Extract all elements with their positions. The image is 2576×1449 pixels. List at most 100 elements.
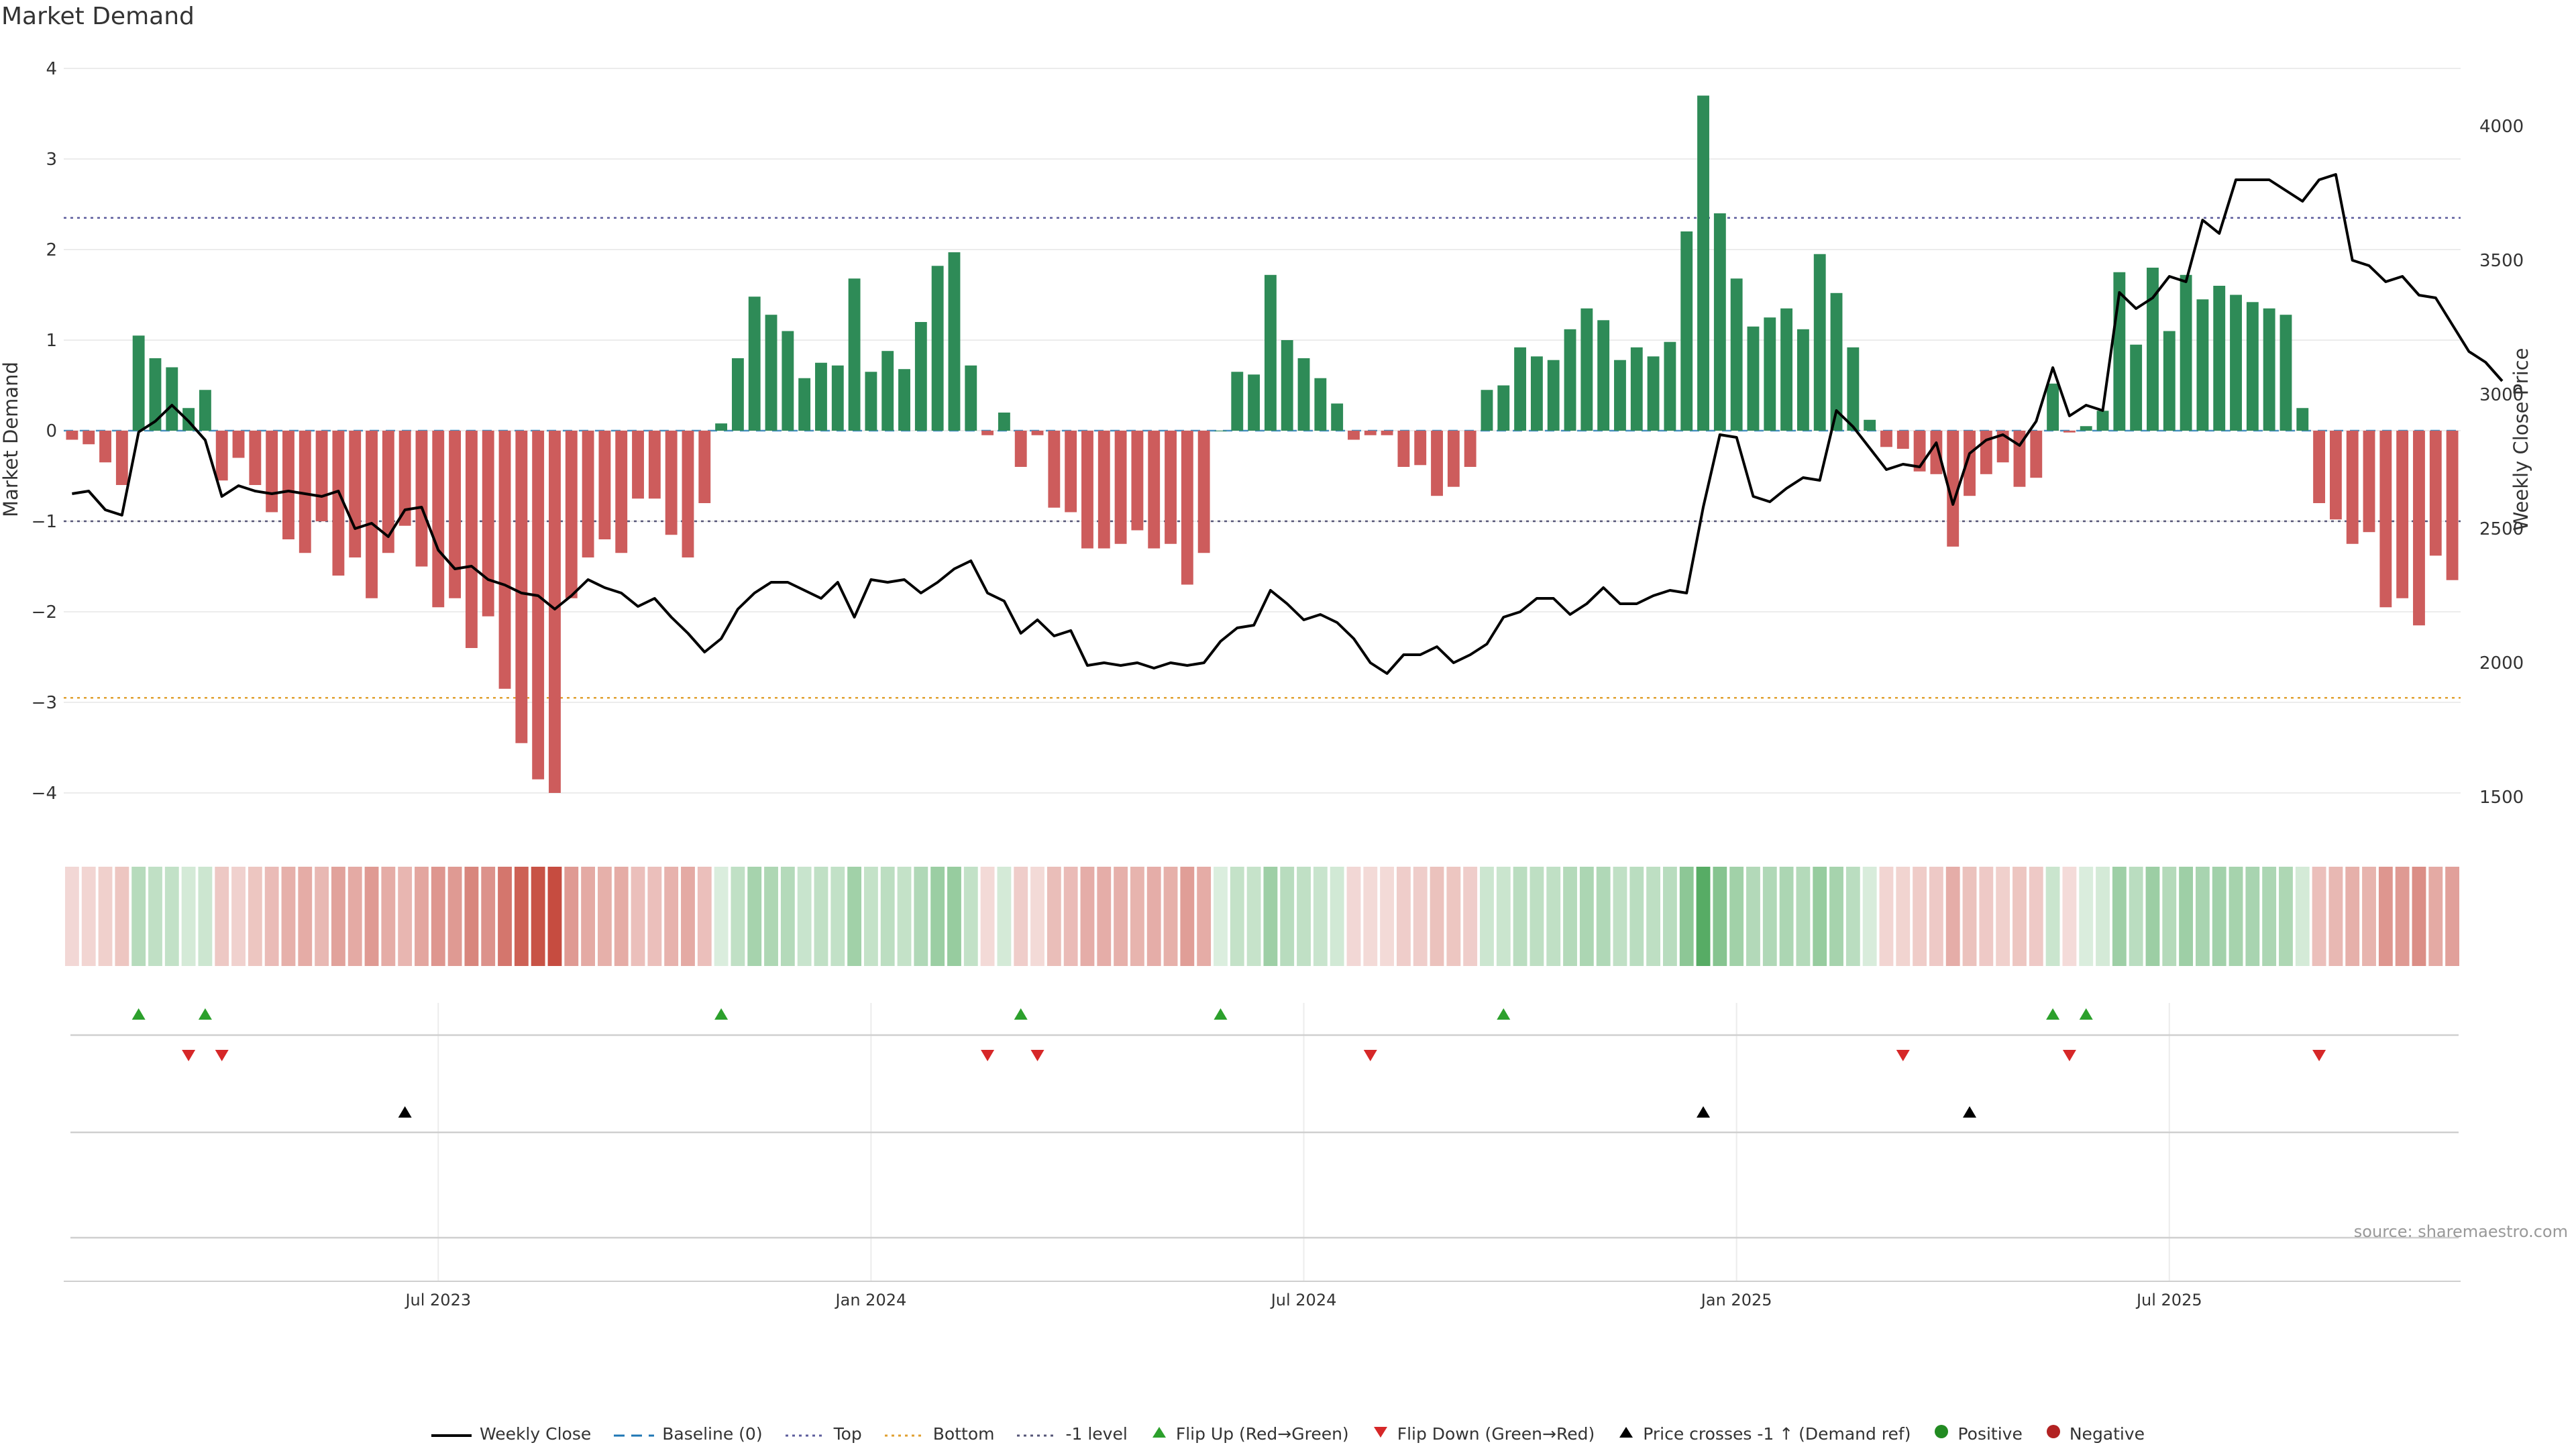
demand-bar: [665, 431, 678, 535]
demand-bar: [632, 431, 644, 499]
heat-cell: [914, 867, 928, 966]
heat-cell: [381, 867, 396, 966]
demand-bar: [1947, 431, 1960, 547]
flip-up-marker: [2079, 1008, 2093, 1020]
demand-bar: [1664, 341, 1676, 431]
heat-cell: [1913, 867, 1927, 966]
heat-cell: [415, 867, 429, 966]
demand-bar: [1580, 308, 1593, 431]
heat-cell: [1080, 867, 1095, 966]
demand-bar: [1647, 356, 1660, 431]
heat-cell: [1629, 867, 1644, 966]
demand-bar: [1031, 431, 1044, 435]
heat-cell: [64, 867, 79, 966]
demand-bar: [1630, 347, 1643, 431]
demand-bar: [1331, 403, 1344, 431]
heat-cell: [1646, 867, 1661, 966]
heat-cell: [331, 867, 345, 966]
heat-cell: [2179, 867, 2194, 966]
heat-cell: [215, 867, 229, 966]
legend-dashed-line-icon: [614, 1424, 655, 1444]
demand-bar: [948, 252, 961, 431]
y-tick-label: 4: [46, 59, 57, 79]
demand-bar: [332, 431, 345, 576]
demand-bar: [282, 431, 294, 539]
heat-cell: [547, 867, 562, 966]
heat-cell: [1463, 867, 1478, 966]
demand-bar: [99, 431, 111, 463]
legend: Weekly Close Baseline (0) Top Bottom -1 leve…: [0, 1424, 2576, 1444]
flip-down-marker: [215, 1050, 229, 1061]
demand-bar: [249, 431, 262, 485]
demand-bar: [2329, 431, 2342, 520]
legend-circle-icon: [1933, 1424, 1949, 1444]
demand-bar: [449, 431, 462, 598]
x-tick-label: Jul 2025: [2135, 1291, 2202, 1309]
heat-cell: [431, 867, 445, 966]
demand-bar: [315, 431, 328, 521]
legend-label: Positive: [1957, 1424, 2023, 1444]
heat-cell: [1762, 867, 1777, 966]
demand-bar: [2446, 431, 2459, 580]
heat-cell: [1130, 867, 1144, 966]
demand-bar: [1547, 360, 1560, 431]
heat-cell: [1146, 867, 1161, 966]
heat-cell: [1430, 867, 1444, 966]
legend-label: Flip Up (Red→Green): [1175, 1424, 1349, 1444]
demand-bar: [2363, 431, 2375, 533]
demand-bar: [1747, 326, 1760, 431]
demand-bar: [349, 431, 362, 557]
demand-bar: [2030, 431, 2043, 478]
y-tick-label: −4: [32, 784, 57, 804]
heat-cell: [1180, 867, 1195, 966]
heat-cell: [164, 867, 179, 966]
demand-bar: [132, 335, 145, 431]
heat-cell: [1446, 867, 1461, 966]
flip-down-marker: [1896, 1050, 1910, 1061]
heat-cell: [1163, 867, 1178, 966]
demand-bar: [1348, 431, 1360, 440]
demand-bar: [1414, 431, 1427, 466]
demand-bar: [532, 431, 545, 780]
demand-bar: [598, 431, 611, 539]
demand-heat-strip: [64, 867, 2460, 966]
demand-bar: [648, 431, 661, 499]
demand-bar: [1364, 431, 1377, 435]
heat-cell: [315, 867, 329, 966]
heat-cell: [1929, 867, 1943, 966]
x-tick-label: Jan 2025: [1700, 1291, 1772, 1309]
heat-cell: [1696, 867, 1711, 966]
legend-triangle-up-icon: [1617, 1424, 1635, 1444]
heat-cell: [1114, 867, 1128, 966]
demand-bar: [149, 358, 162, 431]
legend-label: Price crosses -1 ↑ (Demand ref): [1643, 1424, 1911, 1444]
heat-cell: [1746, 867, 1760, 966]
legend-item-bottom: Bottom: [884, 1424, 994, 1444]
demand-bar: [1964, 431, 1976, 496]
heat-cell: [1813, 867, 1827, 966]
demand-bar: [549, 431, 561, 793]
demand-bar: [1264, 274, 1277, 431]
heat-cell: [1413, 867, 1428, 966]
heat-cell: [1945, 867, 1960, 966]
heat-cell: [2262, 867, 2277, 966]
legend-label: Baseline (0): [662, 1424, 763, 1444]
legend-item-minus1: -1 level: [1017, 1424, 1128, 1444]
heat-cell: [1014, 867, 1028, 966]
demand-bar: [2263, 308, 2275, 431]
demand-bar: [2429, 431, 2442, 556]
demand-bar: [2063, 431, 2076, 433]
demand-bar: [2047, 383, 2059, 431]
heat-cell: [1030, 867, 1044, 966]
demand-bar: [1014, 431, 1027, 467]
demand-bar: [981, 431, 994, 435]
heat-cell: [1363, 867, 1378, 966]
heat-cell: [830, 867, 845, 966]
demand-bar: [1847, 347, 1860, 431]
heat-cell: [2029, 867, 2043, 966]
flip-down-marker: [2062, 1050, 2076, 1061]
demand-bar: [1381, 431, 1393, 435]
heat-cell: [1380, 867, 1395, 966]
demand-bar: [2080, 426, 2092, 431]
demand-bar: [2196, 299, 2209, 431]
